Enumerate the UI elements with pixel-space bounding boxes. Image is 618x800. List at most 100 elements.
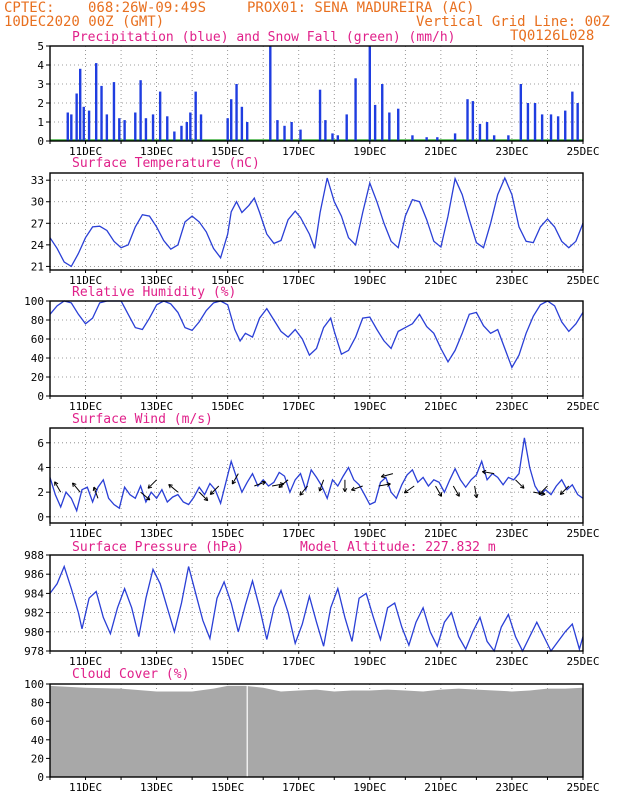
precipitation-bar <box>345 114 348 141</box>
precipitation-bar <box>235 84 238 141</box>
pressure-xtick-label: 13DEC <box>140 655 173 668</box>
temperature-panel: 21 24 27 30 33 11DEC 13DEC 15DEC 17DEC 19DEC 21DEC… <box>31 172 600 287</box>
temperature-ytick-label: 33 <box>31 174 44 187</box>
wind-arrow <box>147 479 157 489</box>
precipitation-bar <box>549 114 553 141</box>
precipitation-bar <box>471 101 475 141</box>
humidity-xtick-label: 13DEC <box>140 400 173 413</box>
header-date: 10DEC2020 00Z (GMT) <box>4 14 164 30</box>
precip-ytick-label: 3 <box>37 78 44 91</box>
precip-ytick-label: 0 <box>37 135 44 148</box>
pressure-xtick-label: 25DEC <box>566 655 599 668</box>
wind-ytick-label: 4 <box>37 461 44 474</box>
precipitation-bar <box>151 114 155 141</box>
humidity-xtick-label: 17DEC <box>282 400 315 413</box>
precipitation-bar <box>87 110 91 141</box>
precipitation-bar <box>540 114 544 141</box>
wind-panel-title: Surface Wind (m/s) <box>72 412 213 427</box>
temperature-xtick-label: 11DEC <box>69 274 102 287</box>
wind-arrow <box>198 491 209 502</box>
wind-arrow <box>299 485 308 496</box>
precip-xtick-label: 25DEC <box>566 145 599 158</box>
precipitation-bar <box>194 91 197 141</box>
wind-arrow <box>168 483 179 493</box>
wind-arrow <box>403 485 415 494</box>
temperature-panel-title: Surface Temperature (nC) <box>72 156 260 171</box>
cloud-ytick-label: 20 <box>31 752 44 765</box>
wind-arrow <box>473 485 479 499</box>
wind-arrow <box>515 479 525 489</box>
precip-xtick-label: 13DEC <box>140 145 173 158</box>
precipitation-bar <box>70 114 73 141</box>
precipitation-bar <box>283 125 286 141</box>
temperature-ytick-label: 30 <box>31 196 44 209</box>
cloud-panel-title: Cloud Cover (%) <box>72 667 189 682</box>
precipitation-bar <box>331 133 334 141</box>
precipitation-bar <box>82 106 85 141</box>
precipitation-bar <box>246 122 249 141</box>
precipitation-bar <box>105 114 109 141</box>
precipitation-bar <box>290 122 293 141</box>
humidity-xtick-label: 25DEC <box>566 400 599 413</box>
precipitation-bar <box>94 63 98 141</box>
wind-arrow <box>254 480 266 487</box>
temperature-ytick-label: 21 <box>31 260 44 273</box>
precip-panel: 0 1 2 3 4 5 11DEC 13DEC 15DEC 17DEC 19DEC 21DEC 23DE… <box>37 40 599 158</box>
precipitation-bar <box>66 112 69 141</box>
precip-ytick-label: 1 <box>37 116 44 129</box>
pressure-ytick-label: 982 <box>24 607 44 620</box>
precipitation-bar <box>134 112 137 141</box>
precipitation-bar <box>230 99 233 141</box>
wind-series-line <box>49 437 584 513</box>
temperature-series-line <box>49 176 584 268</box>
cloud-xtick-label: 19DEC <box>353 781 386 794</box>
wind-arrow <box>380 473 394 479</box>
cloud-ytick-label: 80 <box>31 697 44 710</box>
pressure-series-line <box>49 564 584 653</box>
precipitation-bar <box>478 123 482 141</box>
wind-arrow <box>378 482 391 487</box>
humidity-xtick-label: 19DEC <box>353 400 386 413</box>
cloud-ytick-label: 40 <box>31 734 44 747</box>
cloud-cover-area <box>50 685 583 777</box>
wind-xtick-label: 19DEC <box>353 527 386 540</box>
pressure-xtick-label: 23DEC <box>495 655 528 668</box>
pressure-xtick-label: 15DEC <box>211 655 244 668</box>
precipitation-bar <box>533 103 537 141</box>
pressure-ytick-label: 988 <box>24 549 44 562</box>
humidity-xtick-label: 21DEC <box>424 400 457 413</box>
pressure-xtick-label: 19DEC <box>353 655 386 668</box>
precipitation-bar <box>166 116 169 141</box>
pressure-ytick-label: 980 <box>24 626 44 639</box>
precip-ytick-label: 4 <box>37 59 44 72</box>
precipitation-bar <box>564 110 567 141</box>
precipitation-bar <box>240 106 244 141</box>
header-coordinates: 068:26W-09:49S <box>88 0 206 16</box>
wind-arrow <box>209 485 220 495</box>
precipitation-bar <box>123 120 126 141</box>
temperature-xtick-label: 25DEC <box>566 274 599 287</box>
precipitation-bar <box>411 135 414 141</box>
humidity-panel: 0 20 40 60 80 100 11DEC 13DEC 15DEC 17DEC 19DEC 21D… <box>24 295 599 413</box>
wind-ytick-label: 6 <box>37 437 44 450</box>
wind-xtick-label: 23DEC <box>495 527 528 540</box>
temperature-xtick-label: 15DEC <box>211 274 244 287</box>
wind-xtick-label: 17DEC <box>282 527 315 540</box>
wind-xtick-label: 21DEC <box>424 527 457 540</box>
precipitation-bar <box>388 112 391 141</box>
precip-panel-title: Precipitation (blue) and Snow Fall (gree… <box>72 30 456 45</box>
temperature-frame <box>49 172 584 271</box>
precipitation-bar <box>185 122 189 141</box>
humidity-ytick-label: 40 <box>31 352 44 365</box>
wind-xtick-label: 13DEC <box>140 527 173 540</box>
pressure-panel: 978 980 982 984 986 988 11DEC 13DEC 15DEC 17DEC 19… <box>24 549 599 668</box>
precipitation-bar <box>139 80 142 141</box>
pressure-frame <box>49 554 584 652</box>
cloud-ytick-label: 0 <box>37 771 44 784</box>
temperature-xtick-label: 21DEC <box>424 274 457 287</box>
wind-arrow <box>342 479 348 493</box>
precipitation-bar <box>425 137 428 141</box>
header-model-code: TQ0126L028 <box>510 28 594 44</box>
precipitation-bar <box>276 120 279 141</box>
precipitation-bar <box>144 118 148 141</box>
